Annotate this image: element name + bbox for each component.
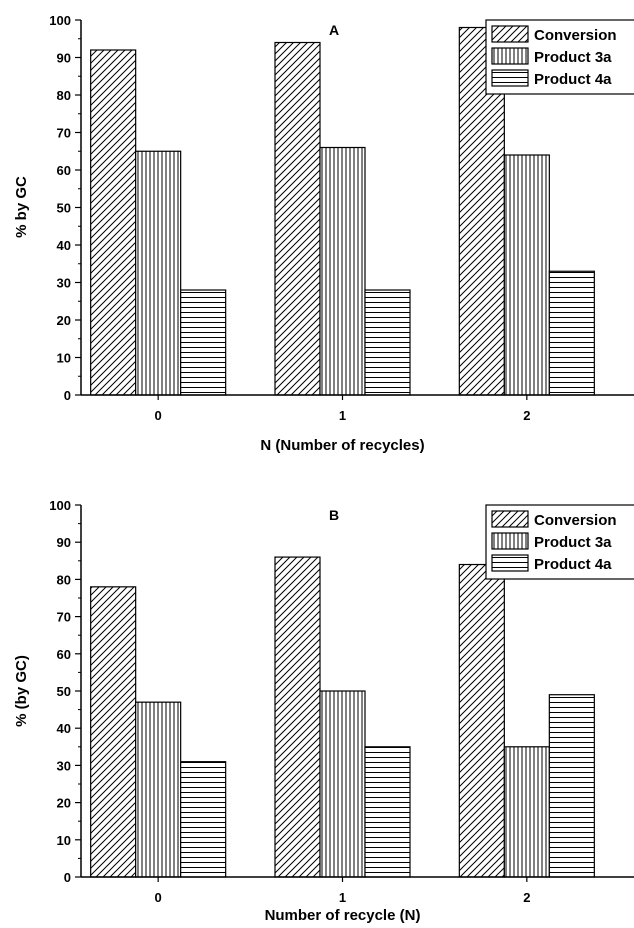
y-tick-label: 70 bbox=[57, 610, 71, 625]
y-tick-label: 80 bbox=[57, 88, 71, 103]
panel-title: A bbox=[329, 22, 339, 38]
legend-swatch-product-3a bbox=[491, 532, 529, 550]
x-tick-label: 2 bbox=[523, 408, 530, 423]
bar-conversion-0 bbox=[90, 586, 137, 878]
bar-product-4a-1 bbox=[364, 289, 411, 396]
bar-product-4a-0 bbox=[180, 289, 227, 396]
y-tick-label: 90 bbox=[57, 51, 71, 66]
bar-product-3a-0 bbox=[135, 150, 182, 396]
legend-swatch-conversion bbox=[491, 510, 529, 528]
x-tick-label: 1 bbox=[339, 890, 346, 905]
legend-swatch-product-4a bbox=[491, 69, 529, 87]
legend-label: Product 4a bbox=[534, 71, 612, 88]
y-tick-label: 20 bbox=[57, 313, 71, 328]
bar-product-3a-1 bbox=[319, 690, 366, 878]
y-tick-label: 60 bbox=[57, 163, 71, 178]
y-tick-label: 100 bbox=[49, 13, 71, 28]
y-axis-title: % by GC bbox=[13, 176, 30, 238]
bar-product-3a-2 bbox=[503, 746, 550, 878]
x-axis-title: Number of recycle (N) bbox=[265, 907, 421, 924]
legend: Conversion Product 3a Product 4a bbox=[485, 19, 634, 95]
y-tick-label: 50 bbox=[57, 684, 71, 699]
y-tick-label: 30 bbox=[57, 758, 71, 773]
y-tick-label: 0 bbox=[64, 388, 71, 403]
bar-product-4a-1 bbox=[364, 746, 411, 878]
legend: Conversion Product 3a Product 4a bbox=[485, 504, 634, 580]
y-tick-label: 60 bbox=[57, 647, 71, 662]
legend-swatch-conversion bbox=[491, 25, 529, 43]
bar-conversion-1 bbox=[274, 556, 321, 878]
legend-label: Product 4a bbox=[534, 556, 612, 573]
y-tick-label: 10 bbox=[57, 833, 71, 848]
bar-conversion-0 bbox=[90, 49, 137, 396]
bar-product-3a-2 bbox=[503, 154, 550, 396]
bar-conversion-1 bbox=[274, 41, 321, 396]
y-tick-label: 40 bbox=[57, 721, 71, 736]
y-tick-label: 90 bbox=[57, 535, 71, 550]
legend-swatch-product-4a bbox=[491, 554, 529, 572]
y-tick-label: 10 bbox=[57, 351, 71, 366]
legend-label: Conversion bbox=[534, 27, 617, 44]
bar-product-4a-0 bbox=[180, 761, 227, 878]
y-tick-label: 100 bbox=[49, 498, 71, 513]
legend-swatch-product-3a bbox=[491, 47, 529, 65]
x-tick-label: 0 bbox=[155, 890, 162, 905]
y-tick-label: 30 bbox=[57, 276, 71, 291]
legend-label: Conversion bbox=[534, 512, 617, 529]
y-tick-label: 0 bbox=[64, 870, 71, 885]
bar-product-4a-2 bbox=[548, 270, 595, 396]
x-tick-label: 2 bbox=[523, 890, 530, 905]
y-tick-label: 80 bbox=[57, 572, 71, 587]
x-tick-label: 1 bbox=[339, 408, 346, 423]
bar-conversion-2 bbox=[458, 563, 505, 878]
bar-product-3a-0 bbox=[135, 701, 182, 878]
legend-label: Product 3a bbox=[534, 534, 612, 551]
y-tick-label: 70 bbox=[57, 126, 71, 141]
y-tick-label: 40 bbox=[57, 238, 71, 253]
panel-title: B bbox=[329, 507, 339, 523]
bar-product-4a-2 bbox=[548, 694, 595, 878]
y-tick-label: 50 bbox=[57, 201, 71, 216]
x-tick-label: 0 bbox=[155, 408, 162, 423]
bar-product-3a-1 bbox=[319, 146, 366, 396]
y-axis-title: % (by GC) bbox=[13, 655, 30, 727]
legend-label: Product 3a bbox=[534, 49, 612, 66]
y-tick-label: 20 bbox=[57, 796, 71, 811]
x-axis-title: N (Number of recycles) bbox=[260, 437, 424, 454]
